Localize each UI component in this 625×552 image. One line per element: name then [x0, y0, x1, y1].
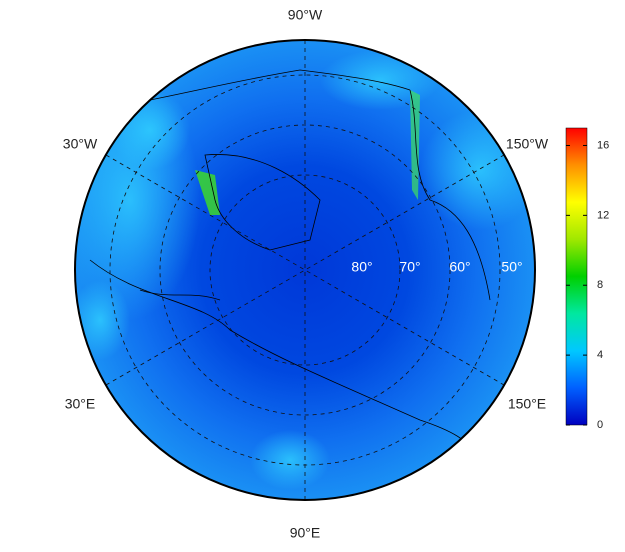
latitude-circle	[159, 124, 451, 416]
field-patch	[195, 170, 220, 215]
latitude-circle	[209, 174, 401, 366]
latitude-label: 70°	[399, 259, 420, 275]
latitude-label: 50°	[501, 259, 522, 275]
longitude-label: 150°W	[506, 136, 549, 152]
field-patch	[75, 280, 130, 360]
latitude-label: 60°	[449, 259, 470, 275]
map-boundary	[74, 39, 536, 501]
coastline	[89, 259, 481, 461]
graticule	[105, 40, 505, 500]
field-patch	[320, 50, 440, 110]
colorbar-fill	[565, 127, 588, 426]
latitude-label: 80°	[351, 259, 372, 275]
colorbar-tick-label: 8	[597, 279, 603, 291]
coastline	[149, 69, 411, 101]
longitude-label: 30°E	[65, 396, 96, 412]
coastline	[204, 154, 321, 251]
colorbar-tick-label: 16	[597, 139, 609, 151]
colorbar-tick-label: 12	[597, 209, 609, 221]
colorbar-tick-label: 4	[597, 349, 603, 361]
longitude-label: 90°W	[288, 7, 323, 23]
coastline	[139, 289, 221, 301]
colorbar: 0 4 8 12 16	[565, 127, 609, 431]
coastline	[409, 89, 491, 301]
longitude-label: 90°E	[290, 525, 321, 541]
longitude-label: 150°E	[508, 396, 546, 412]
longitude-label: 30°W	[63, 136, 98, 152]
field-patch	[250, 430, 330, 490]
colorbar-tick-label: 0	[597, 419, 603, 431]
